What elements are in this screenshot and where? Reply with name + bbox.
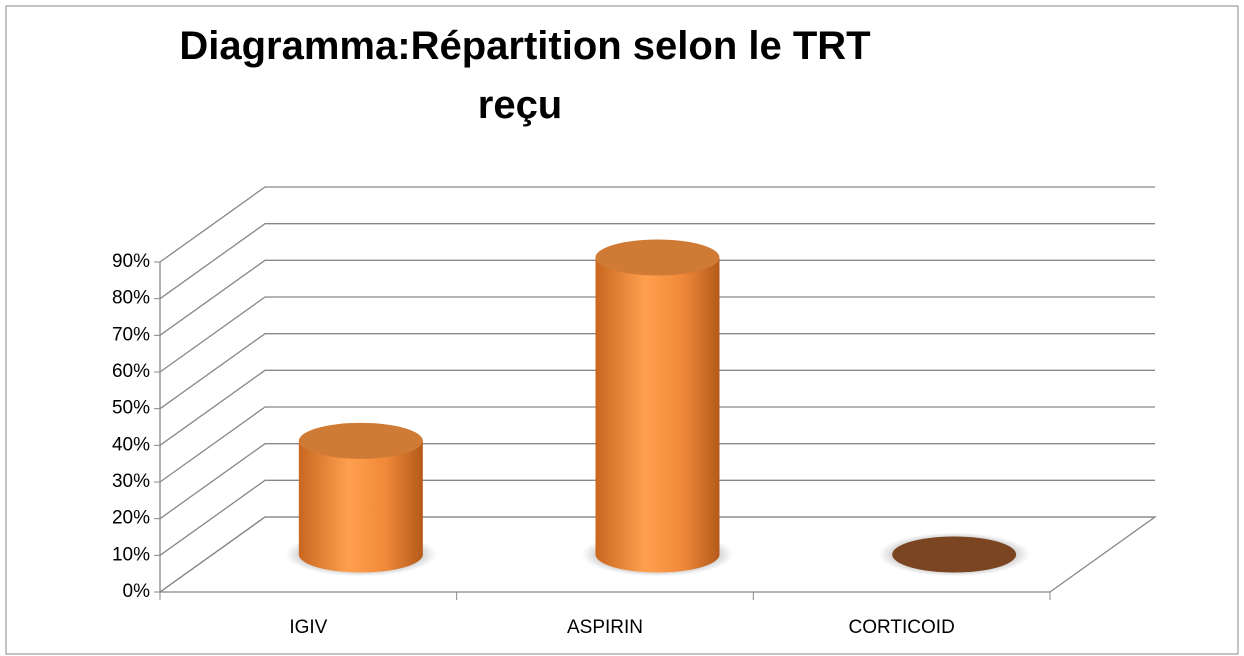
grid-line xyxy=(159,186,1155,263)
grid-line xyxy=(159,333,1155,410)
grid-line xyxy=(159,479,1155,556)
bar xyxy=(595,239,720,573)
chart-title: Diagramma:Répartition selon le TRT reçu xyxy=(179,24,870,127)
bar-top xyxy=(298,422,423,459)
x-tick-label: IGIV xyxy=(289,617,327,638)
grid-line xyxy=(159,516,1155,593)
bar-top xyxy=(892,536,1017,573)
bar-body xyxy=(595,257,720,573)
y-tick-label: 80% xyxy=(112,288,150,309)
x-tick-label: CORTICOID xyxy=(849,617,955,638)
grid-line xyxy=(159,296,1155,373)
y-tick-label: 50% xyxy=(112,398,150,419)
x-tick-label: ASPIRIN xyxy=(567,617,643,638)
bar xyxy=(892,536,1017,573)
bar-top xyxy=(595,239,720,276)
y-tick-label: 70% xyxy=(112,324,150,345)
bar-body xyxy=(298,440,423,573)
y-tick-label: 10% xyxy=(112,544,150,565)
grid-line xyxy=(159,369,1155,446)
y-tick-label: 20% xyxy=(112,508,150,529)
grid-line xyxy=(159,443,1155,520)
bar xyxy=(298,422,423,573)
y-tick-label: 60% xyxy=(112,361,150,382)
grid-line xyxy=(159,259,1155,336)
y-tick-label: 30% xyxy=(112,471,150,492)
grid-line xyxy=(159,406,1155,483)
grid-line xyxy=(159,223,1155,300)
y-tick-label: 40% xyxy=(112,434,150,455)
y-tick-label: 90% xyxy=(112,251,150,272)
y-tick-label: 0% xyxy=(123,581,151,602)
